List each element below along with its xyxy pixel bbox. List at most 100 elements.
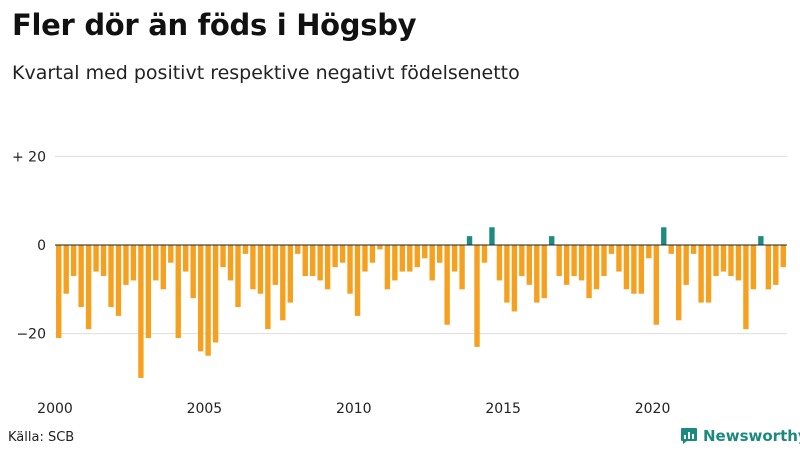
bar xyxy=(324,245,331,290)
bar xyxy=(257,245,264,294)
bar xyxy=(631,245,637,294)
bar xyxy=(556,245,562,277)
bar xyxy=(130,245,137,281)
bar xyxy=(414,245,420,268)
bar xyxy=(63,245,69,294)
bar xyxy=(489,227,495,245)
bar xyxy=(616,245,622,272)
bar xyxy=(459,245,465,290)
bar xyxy=(377,245,383,250)
bar xyxy=(593,245,600,290)
bar xyxy=(676,245,682,321)
bar xyxy=(205,245,211,356)
bar xyxy=(436,245,443,263)
bar xyxy=(698,245,704,303)
bar xyxy=(466,236,473,245)
bar xyxy=(183,245,189,272)
bar xyxy=(347,245,353,294)
bar xyxy=(526,245,532,285)
bar xyxy=(451,245,458,272)
bar xyxy=(496,245,503,281)
bar xyxy=(70,245,77,277)
bar xyxy=(504,245,510,303)
brand-name: Newsworthy xyxy=(703,427,800,445)
bar xyxy=(115,245,122,316)
bar xyxy=(242,245,249,254)
bar xyxy=(661,227,667,245)
bar xyxy=(758,236,764,245)
bar xyxy=(369,245,376,263)
bar xyxy=(392,245,398,281)
bar xyxy=(705,245,712,303)
bar xyxy=(302,245,308,277)
bar xyxy=(227,245,234,281)
bar xyxy=(332,245,338,268)
bar xyxy=(220,245,226,268)
bar xyxy=(720,245,727,272)
bar xyxy=(735,245,742,281)
bar xyxy=(713,245,719,277)
bar xyxy=(571,245,577,277)
bar xyxy=(272,245,279,285)
bar xyxy=(175,245,181,339)
source-note: Källa: SCB xyxy=(8,430,75,445)
bar xyxy=(362,245,368,272)
bar xyxy=(422,245,428,259)
bar xyxy=(773,245,779,285)
bar xyxy=(280,245,286,321)
bar xyxy=(168,245,174,263)
bar xyxy=(511,245,518,312)
bar xyxy=(750,245,757,290)
bar xyxy=(690,245,697,254)
bar xyxy=(339,245,346,263)
bar xyxy=(601,245,607,277)
bar xyxy=(123,245,129,285)
bar xyxy=(235,245,241,308)
bar xyxy=(93,245,99,272)
bar xyxy=(578,245,585,281)
bar xyxy=(623,245,630,290)
bar xyxy=(586,245,592,299)
newsworthy-logo-icon xyxy=(681,428,697,444)
bar xyxy=(563,245,570,285)
bar xyxy=(295,245,301,254)
bar xyxy=(534,245,540,303)
bar xyxy=(153,245,159,281)
chart-title: Fler dör än föds i Högsby xyxy=(12,8,417,42)
bar xyxy=(384,245,391,290)
bar xyxy=(145,245,152,339)
bar xyxy=(160,245,166,290)
x-tick-label: 2005 xyxy=(187,401,223,417)
bar xyxy=(683,245,689,285)
bar xyxy=(519,245,525,277)
brand-logo[interactable]: Newsworthy xyxy=(680,427,800,445)
bar xyxy=(78,245,84,308)
bar xyxy=(743,245,749,330)
bar xyxy=(474,245,480,347)
y-tick-label: 0 xyxy=(37,238,46,254)
bar xyxy=(653,245,659,325)
bar xyxy=(56,245,62,339)
bar xyxy=(108,245,114,308)
bar xyxy=(549,236,555,245)
bar xyxy=(646,245,652,259)
bar xyxy=(668,245,674,254)
bar xyxy=(197,245,204,352)
bar xyxy=(85,245,92,330)
bar xyxy=(429,245,435,281)
bar xyxy=(250,245,256,290)
bar xyxy=(608,245,615,254)
bar xyxy=(317,245,323,281)
bar xyxy=(728,245,734,277)
bar xyxy=(287,245,293,303)
x-tick-label: 2015 xyxy=(485,401,521,417)
bar xyxy=(212,245,219,343)
bar xyxy=(638,245,645,294)
bar xyxy=(310,245,316,277)
bar xyxy=(780,245,786,268)
bar xyxy=(541,245,547,299)
bar xyxy=(100,245,107,277)
bar xyxy=(265,245,271,330)
x-tick-label: 2000 xyxy=(37,401,73,417)
